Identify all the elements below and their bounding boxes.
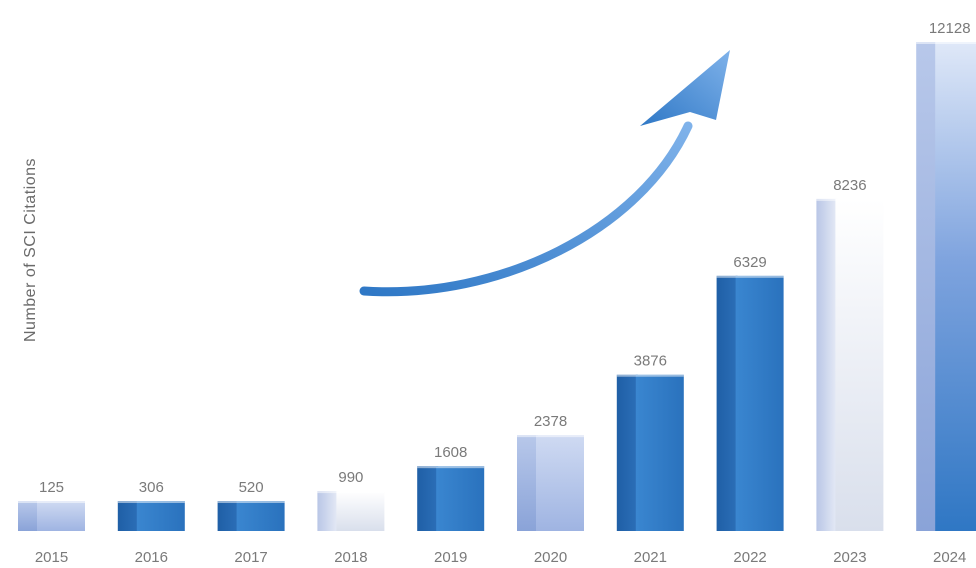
- bar-side: [916, 42, 938, 531]
- value-label: 12128: [929, 20, 971, 37]
- bar-top-edge: [816, 198, 884, 201]
- x-tick-label: 2022: [733, 549, 766, 566]
- x-tick-label: 2021: [634, 549, 667, 566]
- x-tick-label: 2020: [534, 549, 567, 566]
- bar-front: [835, 198, 884, 532]
- bar-2023: [816, 198, 884, 532]
- bars-group: 125 2015 306 2016 520 2017 990 2018 1608 2019 2378…: [18, 20, 976, 566]
- x-tick-label: 2017: [234, 549, 267, 566]
- x-tick-label: 2023: [833, 549, 866, 566]
- value-label: 8236: [833, 177, 866, 194]
- bar-side: [816, 198, 838, 532]
- value-label: 2378: [534, 413, 567, 430]
- bar-front: [436, 466, 485, 531]
- bar-side: [716, 275, 738, 531]
- bar-2017: [217, 501, 285, 531]
- bar-front: [536, 435, 584, 531]
- bar-2015: [18, 501, 85, 531]
- value-label: 306: [139, 479, 164, 496]
- value-label: 1608: [434, 444, 467, 461]
- bar-top-edge: [117, 501, 185, 503]
- bar-top-edge: [716, 275, 784, 278]
- bar-side: [417, 466, 439, 531]
- bar-side: [18, 501, 39, 531]
- bar-2024: [916, 42, 976, 531]
- value-label: 125: [39, 479, 64, 496]
- bar-side: [317, 491, 339, 531]
- value-label: 6329: [733, 254, 766, 271]
- bar-side: [117, 501, 139, 531]
- bar-side: [217, 501, 239, 531]
- bar-top-edge: [317, 491, 385, 494]
- bar-front: [236, 501, 285, 531]
- x-tick-label: 2016: [135, 549, 168, 566]
- bar-front: [37, 501, 85, 531]
- x-tick-label: 2018: [334, 549, 367, 566]
- bar-front: [735, 275, 784, 531]
- bar-2021: [616, 374, 684, 531]
- x-tick-label: 2015: [35, 549, 68, 566]
- bar-2022: [716, 275, 784, 531]
- bar-top-edge: [916, 42, 976, 44]
- value-label: 990: [338, 469, 363, 486]
- bar-front: [136, 501, 185, 531]
- bar-2019: [417, 466, 485, 531]
- bar-front: [336, 491, 385, 531]
- bar-top-edge: [18, 501, 85, 503]
- bar-top-edge: [616, 374, 684, 377]
- bar-front: [935, 42, 976, 531]
- x-tick-label: 2024: [933, 549, 966, 566]
- bar-side: [616, 374, 638, 531]
- trend-arrow-icon: [359, 50, 730, 297]
- y-axis-label: Number of SCI Citations: [22, 158, 39, 342]
- bar-top-edge: [217, 501, 285, 503]
- bar-2016: [117, 501, 185, 531]
- bar-front: [635, 374, 684, 531]
- bar-top-edge: [417, 466, 485, 469]
- x-tick-label: 2019: [434, 549, 467, 566]
- bar-side: [517, 435, 538, 531]
- value-label: 520: [239, 479, 264, 496]
- value-label: 3876: [634, 353, 667, 370]
- bar-2018: [317, 491, 385, 531]
- bar-2020: [517, 435, 584, 531]
- bar-top-edge: [517, 435, 584, 438]
